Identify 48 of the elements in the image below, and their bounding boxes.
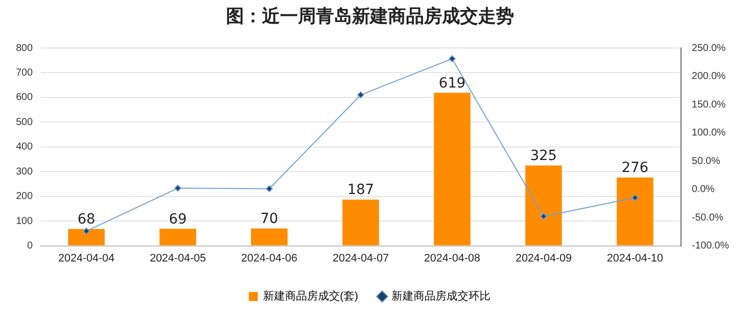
- bar: [616, 178, 654, 246]
- x-tick-label: 2024-04-05: [150, 252, 206, 264]
- point: [82, 228, 90, 235]
- data-label: 69: [168, 211, 187, 228]
- x-tick-label: 2024-04-06: [241, 252, 298, 264]
- x-tick-label: 2024-04-10: [606, 252, 664, 264]
- y-tick-label: 200: [16, 191, 34, 202]
- y2-tick-label: 100.0%: [692, 128, 726, 139]
- point: [266, 185, 273, 192]
- y2-tick-label: 0.0%: [692, 184, 715, 196]
- bar: [250, 228, 288, 246]
- y-tick-label: 100: [16, 216, 34, 227]
- data-label: 68: [77, 212, 96, 228]
- y2-tick-label: 250.0%: [692, 42, 726, 54]
- data-label: 70: [260, 211, 278, 228]
- y2-tick-label: 150.0%: [692, 99, 726, 110]
- point: [357, 91, 364, 98]
- y-tick-label: 800: [16, 42, 34, 54]
- bar: [160, 228, 196, 246]
- data-label: 276: [622, 160, 648, 176]
- y-tick-label: 700: [16, 67, 34, 78]
- point: [174, 184, 182, 192]
- chart-title: 图：近一周青岛新建商品房成交走势: [225, 5, 515, 29]
- y2-tick-label: -100.0%: [692, 240, 730, 252]
- bar: [342, 200, 380, 246]
- point: [448, 55, 456, 62]
- data-label: 325: [530, 148, 557, 164]
- x-tick-label: 2024-04-04: [58, 252, 115, 264]
- y2-tick-label: -50.0%: [692, 212, 724, 224]
- y-tick-label: 0: [27, 240, 34, 252]
- legend-label: 新建商品房成交(套): [262, 290, 358, 303]
- y-tick-label: 600: [16, 92, 34, 104]
- x-tick-label: 2024-04-07: [332, 252, 389, 264]
- x-tick-label: 2024-04-09: [515, 252, 572, 264]
- data-label: 187: [347, 182, 374, 198]
- y2-tick-label: 50.0%: [692, 156, 720, 167]
- point: [540, 212, 548, 220]
- data-label: 619: [438, 75, 466, 92]
- x-tick-label: 2024-04-08: [424, 252, 480, 264]
- y2-tick-label: 200.0%: [692, 71, 726, 82]
- bar: [525, 165, 562, 246]
- y-tick-label: 300: [16, 166, 34, 178]
- y-tick-label: 500: [16, 116, 34, 128]
- point: [632, 194, 639, 202]
- legend-label: 新建商品房成交环比: [392, 290, 491, 303]
- bar: [434, 92, 470, 246]
- y-tick-label: 400: [16, 142, 34, 153]
- bar: [68, 228, 105, 246]
